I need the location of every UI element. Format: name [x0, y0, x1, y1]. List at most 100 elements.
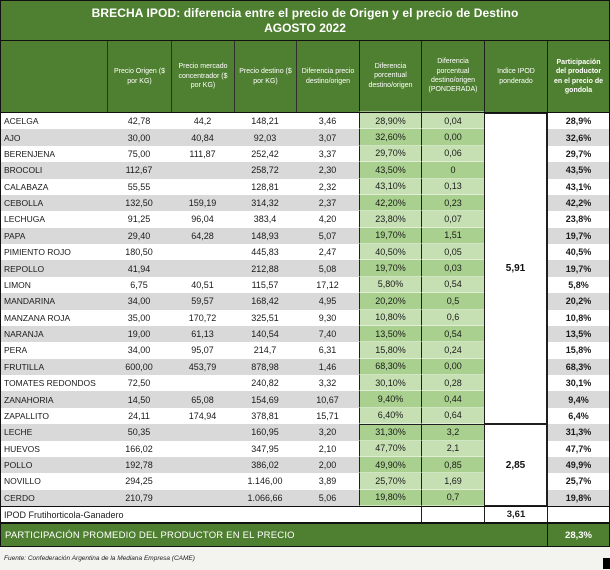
cell-pond: 0,44	[421, 391, 484, 408]
cell-part: 28,9%	[547, 113, 609, 130]
cell-mercado: 170,72	[171, 309, 234, 326]
cell-pond: 3,2	[421, 424, 484, 441]
cell-mercado: 64,28	[171, 227, 234, 244]
cell-pct: 47,70%	[359, 440, 421, 457]
cell-name: PAPA	[1, 227, 107, 244]
cell-dif: 15,71	[296, 407, 359, 425]
cell-name: PERA	[1, 342, 107, 359]
cell-origen: 72,50	[107, 375, 171, 392]
cell-part: 32,6%	[547, 129, 609, 146]
cell-dif: 4,20	[296, 211, 359, 228]
cell-mercado: 61,13	[171, 325, 234, 343]
cell-destino: 878,98	[234, 358, 296, 375]
cell-part: 15,8%	[547, 342, 609, 359]
cell-name: MANDARINA	[1, 293, 107, 310]
cell-pond: 0,24	[421, 342, 484, 359]
cell-part: 10,8%	[547, 309, 609, 326]
cell-origen: 166,02	[107, 440, 171, 457]
column-header-part: Participación del productor en el precio…	[547, 41, 609, 112]
cell-part: 42,2%	[547, 194, 609, 212]
cell-destino: 325,51	[234, 309, 296, 326]
cell-name: LIMON	[1, 276, 107, 294]
cell-name: FRUTILLA	[1, 358, 107, 375]
table-row-cerdo: CERDO 210,79 1.066,66 5,06 19,80% 0,7 19,8%	[1, 489, 609, 506]
cell-mercado	[171, 162, 234, 179]
cell-mercado: 96,04	[171, 211, 234, 228]
cell-mercado: 453,79	[171, 358, 234, 375]
cell-part: 29,7%	[547, 145, 609, 163]
cell-mercado	[171, 424, 234, 441]
cell-name: ZAPALLITO	[1, 407, 107, 425]
cell-origen: 50,35	[107, 424, 171, 441]
cell-destino: 212,88	[234, 260, 296, 277]
column-header-pct: Diferencia porcentual destino/origen	[359, 41, 421, 112]
table-row-zanahoria: ZANAHORIA 14,50 65,08 154,69 10,67 9,40% 0,44 9…	[1, 391, 609, 408]
table-row-repollo: REPOLLO 41,94 212,88 5,08 19,70% 0,03 19,7%	[1, 260, 609, 277]
corner-artifact	[603, 558, 610, 569]
cell-destino: 115,57	[234, 276, 296, 294]
cell-part: 19,7%	[547, 227, 609, 244]
cell-dif: 2,00	[296, 456, 359, 474]
cell-pond: 0,05	[421, 244, 484, 261]
cell-origen: 294,25	[107, 473, 171, 490]
cell-name: AJO	[1, 129, 107, 146]
cell-pct: 19,70%	[359, 227, 421, 244]
ipod-group-value-0: 5,91	[484, 113, 547, 425]
cell-destino: 445,83	[234, 244, 296, 261]
cell-pond: 0,5	[421, 293, 484, 310]
cell-origen: 91,25	[107, 211, 171, 228]
ipod-group-value-1: 2,85	[484, 424, 547, 506]
cell-pond: 0,00	[421, 129, 484, 146]
cell-mercado	[171, 260, 234, 277]
cell-pond: 0,04	[421, 113, 484, 130]
cell-destino: 160,95	[234, 424, 296, 441]
cell-name: BERENJENA	[1, 145, 107, 163]
column-header-ipod: Indice IPOD ponderado	[484, 41, 547, 112]
cell-pct: 23,80%	[359, 211, 421, 228]
cell-dif: 5,07	[296, 227, 359, 244]
cell-pond: 0,00	[421, 358, 484, 375]
cell-part: 68,3%	[547, 358, 609, 375]
cell-mercado	[171, 178, 234, 195]
cell-destino: 214,7	[234, 342, 296, 359]
cell-dif: 10,67	[296, 391, 359, 408]
cell-part: 19,8%	[547, 489, 609, 506]
cell-origen: 34,00	[107, 293, 171, 310]
cell-dif: 3,46	[296, 113, 359, 130]
cell-pct: 9,40%	[359, 391, 421, 408]
cell-origen: 600,00	[107, 358, 171, 375]
ipod-table: BRECHA IPOD: diferencia entre el precio …	[0, 0, 610, 547]
cell-destino: 240,82	[234, 375, 296, 392]
cell-part: 5,8%	[547, 276, 609, 294]
cell-mercado: 159,19	[171, 194, 234, 212]
table-row-zapallito: ZAPALLITO 24,11 174,94 378,81 15,71 6,40% 0,64…	[1, 407, 609, 425]
participation-band-label: PARTICIPACIÓN PROMEDIO DEL PRODUCTOR EN …	[5, 529, 295, 541]
cell-dif: 3,20	[296, 424, 359, 441]
cell-mercado	[171, 473, 234, 490]
cell-pond: 1,51	[421, 227, 484, 244]
cell-origen: 55,55	[107, 178, 171, 195]
cell-pond: 0,85	[421, 456, 484, 474]
cell-origen: 29,40	[107, 227, 171, 244]
column-header-origen: Precio Origen ($ por KG)	[107, 41, 171, 112]
table-row-leche: LECHE 50,35 160,95 3,20 31,30% 3,2 31,3%	[1, 424, 609, 441]
cell-name: BROCOLI	[1, 162, 107, 179]
cell-pct: 5,80%	[359, 276, 421, 294]
cell-dif: 1,46	[296, 358, 359, 375]
cell-destino: 92,03	[234, 129, 296, 146]
table-row-limon: LIMON 6,75 40,51 115,57 17,12 5,80% 0,54 5,8%	[1, 276, 609, 294]
column-header-dif: Diferencia precio destino/origen	[296, 41, 359, 112]
participation-band-value: 28,3%	[547, 524, 609, 546]
column-header-pond: Diferencia porcentual destino/origen (PO…	[421, 41, 484, 112]
cell-pond: 0	[421, 162, 484, 179]
column-header-name	[1, 41, 107, 112]
cell-part: 25,7%	[547, 473, 609, 490]
cell-part: 43,5%	[547, 162, 609, 179]
cell-pct: 20,20%	[359, 293, 421, 310]
cell-pct: 25,70%	[359, 473, 421, 490]
cell-origen: 14,50	[107, 391, 171, 408]
cell-part: 13,5%	[547, 325, 609, 343]
cell-pct: 19,70%	[359, 260, 421, 277]
cell-dif: 2,30	[296, 162, 359, 179]
summary-ipod-value: 3,61	[484, 507, 547, 522]
